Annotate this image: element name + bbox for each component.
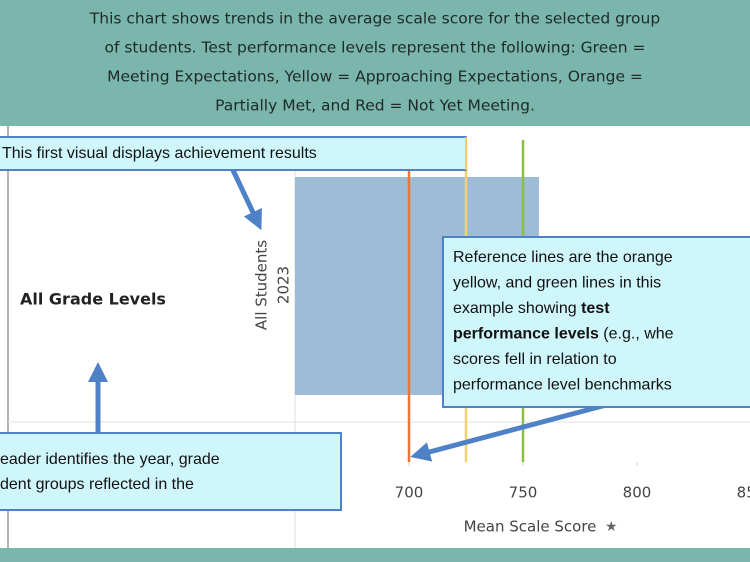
x-axis-title: Mean Scale Score [464, 518, 597, 536]
callout-text: eader identifies the year, grade [0, 451, 220, 468]
callout-text: Reference lines are the orange [453, 249, 673, 266]
callout-line: This first visual displays achievement r… [2, 145, 317, 162]
callouts: This first visual displays achievement r… [0, 136, 750, 511]
header-line: This chart shows trends in the average s… [89, 10, 660, 28]
callout-line: Reference lines are the orange [453, 249, 673, 266]
header-line: Meeting Expectations, Yellow = Approachi… [107, 68, 643, 86]
callout-text: (e.g., whe [599, 326, 674, 343]
callout-text: test [581, 300, 610, 317]
footer-banner [0, 548, 750, 562]
x-tick-label: 800 [623, 484, 652, 502]
callout-text: scores fell in relation to [453, 351, 617, 368]
header-line: Partially Met, and Red = Not Yet Meeting… [215, 97, 535, 115]
pin-icon: ★ [605, 519, 618, 535]
callout-line: performance level benchmarks [453, 377, 672, 394]
callout-line: dent groups reflected in the [0, 476, 194, 493]
header-line: of students. Test performance levels rep… [104, 39, 645, 57]
callout-line: scores fell in relation to [453, 351, 617, 368]
header-banner [0, 0, 750, 126]
x-tick-label: 850 [737, 484, 750, 502]
callout-text: yellow, and green lines in this [453, 275, 661, 292]
callout-text: performance levels [453, 326, 599, 343]
arrow [229, 166, 262, 231]
callout-line: example showing test [453, 300, 610, 317]
callout-text: dent groups reflected in the [0, 476, 194, 493]
callout-text: performance level benchmarks [453, 377, 672, 394]
arrow [410, 397, 626, 462]
callout-text: example showing [453, 300, 581, 317]
callout-box [0, 136, 467, 171]
callout-line: eader identifies the year, grade [0, 451, 220, 468]
row-label: 2023 [275, 266, 293, 304]
callout-box [0, 432, 342, 511]
callout-box [442, 236, 750, 408]
row-label: All Students [253, 240, 271, 330]
callout-line: performance levels (e.g., whe [453, 326, 674, 343]
row-header: All Grade Levels [20, 290, 166, 309]
callout-line: yellow, and green lines in this [453, 275, 661, 292]
x-tick-label: 700 [395, 484, 424, 502]
arrows [88, 166, 626, 462]
x-tick-label: 750 [509, 484, 538, 502]
callout-text: This first visual displays achievement r… [2, 145, 317, 162]
